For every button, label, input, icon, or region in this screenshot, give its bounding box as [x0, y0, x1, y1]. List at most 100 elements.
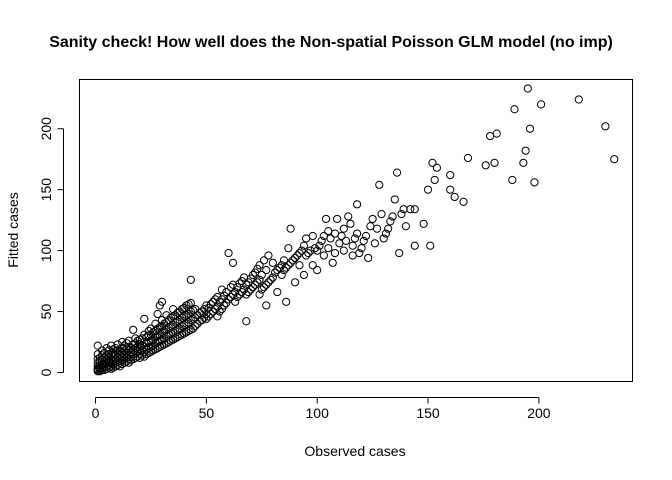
- data-point: [519, 158, 528, 167]
- data-point: [149, 346, 158, 355]
- data-point: [328, 258, 337, 267]
- data-point: [135, 353, 144, 362]
- data-point: [153, 309, 162, 319]
- x-tick-label: 150: [416, 405, 440, 421]
- data-point: [428, 158, 437, 167]
- data-point: [204, 312, 213, 321]
- data-point: [273, 266, 282, 275]
- data-point: [242, 290, 251, 299]
- data-point: [177, 330, 187, 339]
- data-point: [286, 224, 295, 233]
- data-point: [113, 346, 122, 355]
- data-point: [361, 231, 371, 241]
- data-point: [397, 209, 406, 219]
- data-point: [390, 195, 399, 204]
- data-point: [523, 84, 532, 93]
- data-point: [341, 236, 351, 245]
- data-point: [184, 326, 193, 336]
- data-point: [244, 287, 253, 297]
- data-point: [377, 209, 386, 219]
- data-point: [188, 324, 198, 333]
- data-point: [430, 175, 439, 185]
- data-point: [395, 248, 404, 258]
- data-point: [262, 301, 271, 310]
- data-point: [197, 315, 207, 325]
- data-point: [155, 342, 164, 351]
- data-point: [255, 261, 264, 270]
- data-point: [339, 246, 348, 255]
- data-point: [177, 313, 187, 322]
- data-point: [157, 297, 167, 306]
- y-tick-label: 150: [38, 178, 54, 202]
- data-point: [282, 297, 291, 306]
- data-point: [401, 222, 410, 231]
- data-point: [182, 301, 191, 310]
- data-point: [157, 341, 167, 350]
- data-point: [233, 292, 242, 302]
- data-point: [180, 329, 189, 338]
- data-point: [257, 270, 266, 280]
- data-point: [324, 227, 333, 236]
- data-point: [266, 275, 275, 284]
- data-point: [202, 314, 211, 323]
- plot-frame: [79, 79, 633, 382]
- data-point: [237, 287, 246, 297]
- data-point: [140, 314, 149, 323]
- data-point: [370, 239, 379, 248]
- data-point: [248, 270, 258, 280]
- data-point: [319, 251, 328, 260]
- data-point: [177, 322, 187, 331]
- data-point: [410, 241, 419, 250]
- data-point: [202, 301, 211, 310]
- data-point: [304, 248, 313, 258]
- data-point: [253, 278, 262, 287]
- data-point: [310, 244, 320, 253]
- data-point: [211, 295, 220, 304]
- data-point: [364, 253, 373, 263]
- data-point: [302, 251, 311, 260]
- data-point: [426, 241, 435, 250]
- data-point: [388, 212, 397, 221]
- x-tick-label: 200: [527, 405, 551, 421]
- data-point: [284, 261, 293, 270]
- x-axis: 0 50 100 150 200: [92, 397, 551, 421]
- data-point: [357, 244, 366, 253]
- data-point: [277, 261, 286, 270]
- data-point: [186, 298, 195, 308]
- data-point: [368, 214, 377, 224]
- data-point: [277, 270, 286, 280]
- data-point: [492, 129, 501, 138]
- data-point: [231, 287, 240, 297]
- data-point: [295, 261, 304, 270]
- data-point: [490, 158, 499, 167]
- data-point: [255, 275, 264, 284]
- data-point: [410, 205, 419, 214]
- data-point: [186, 307, 195, 316]
- data-point: [166, 313, 175, 322]
- data-point: [228, 258, 238, 267]
- data-point: [308, 261, 317, 270]
- data-point: [213, 312, 222, 321]
- data-point: [450, 192, 459, 202]
- data-point: [264, 251, 273, 260]
- data-point: [235, 290, 244, 299]
- data-point: [508, 175, 517, 185]
- data-point: [255, 290, 264, 299]
- data-point: [186, 315, 195, 325]
- data-point: [379, 234, 388, 243]
- data-point: [133, 352, 142, 361]
- x-axis-label: Observed cases: [304, 443, 405, 459]
- data-point: [208, 297, 218, 306]
- data-point: [191, 322, 200, 331]
- data-point: [574, 95, 583, 104]
- data-point: [290, 278, 300, 287]
- data-point: [98, 346, 107, 355]
- data-point: [293, 251, 302, 260]
- data-point: [284, 244, 293, 253]
- data-point: [537, 100, 546, 109]
- data-point: [226, 283, 235, 292]
- data-point: [239, 285, 249, 294]
- data-point: [219, 301, 229, 310]
- data-point: [104, 350, 113, 359]
- data-point: [346, 219, 355, 228]
